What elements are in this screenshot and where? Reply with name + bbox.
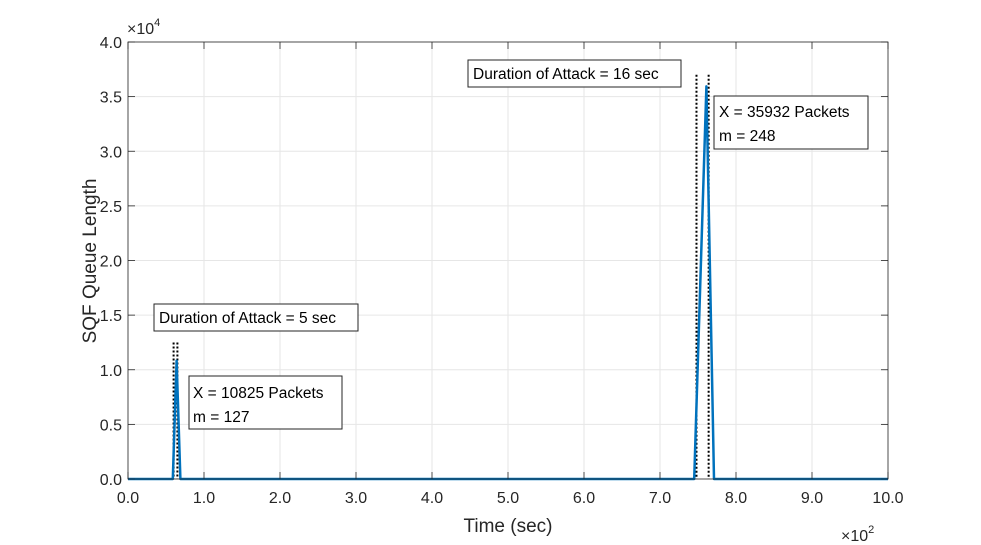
annotation-duration-attack-2: Duration of Attack = 16 sec — [467, 59, 682, 88]
annotation-peak-1: X = 10825 Packets m = 127 — [188, 375, 343, 430]
x-tick-label: 8.0 — [725, 490, 747, 507]
x-tick-label: 2.0 — [269, 490, 291, 507]
y-axis-label: SQF Queue Length — [80, 179, 101, 344]
x-tick-label: 9.0 — [801, 490, 823, 507]
tick-marks — [127, 41, 889, 480]
x-tick-label: 10.0 — [872, 490, 903, 507]
x-tick-label: 1.0 — [193, 490, 215, 507]
x-tick-label: 3.0 — [345, 490, 367, 507]
annotation-peak-2: X = 35932 Packets m = 248 — [713, 95, 869, 150]
y-exponent: ×104 — [127, 17, 160, 38]
y-tick-label: 3.0 — [100, 144, 122, 161]
x-tick-label: 4.0 — [421, 490, 443, 507]
x-tick-label: 5.0 — [497, 490, 519, 507]
y-tick-label: 2.0 — [100, 254, 122, 271]
annotation-peak-1-line-1: X = 10825 Packets — [193, 385, 324, 402]
x-tick-label: 6.0 — [573, 490, 595, 507]
y-exponent-power: 4 — [154, 17, 160, 29]
x-exponent-base: ×10 — [841, 528, 868, 545]
annotation-peak-1-line-2: m = 127 — [193, 409, 249, 426]
y-tick-label: 2.5 — [100, 199, 122, 216]
x-tick-label: 0.0 — [117, 490, 139, 507]
y-tick-label: 4.0 — [100, 35, 122, 52]
x-tick-label: 7.0 — [649, 490, 671, 507]
y-tick-label: 1.5 — [100, 308, 122, 325]
annotation-duration-attack-2-text: Duration of Attack = 16 sec — [473, 66, 659, 83]
y-tick-label: 0.5 — [100, 417, 122, 434]
x-axis-label: Time (sec) — [463, 516, 552, 537]
y-tick-label: 0.0 — [100, 472, 122, 489]
x-exponent-power: 2 — [868, 524, 874, 536]
x-exponent: ×102 — [841, 524, 874, 545]
annotation-duration-attack-1: Duration of Attack = 5 sec — [153, 303, 359, 332]
x-tick-labels: 0.0 1.0 2.0 3.0 4.0 5.0 6.0 7.0 8.0 9.0 10.0 — [117, 490, 904, 507]
annotation-peak-2-line-1: X = 35932 Packets — [719, 104, 850, 121]
y-tick-labels: 0.0 0.5 1.0 1.5 2.0 2.5 3.0 3.5 4.0 — [100, 35, 122, 489]
y-tick-label: 3.5 — [100, 90, 122, 107]
annotation-duration-attack-1-text: Duration of Attack = 5 sec — [159, 310, 336, 327]
annotation-peak-2-line-2: m = 248 — [719, 128, 775, 145]
y-exponent-base: ×10 — [127, 21, 154, 38]
y-tick-label: 1.0 — [100, 363, 122, 380]
